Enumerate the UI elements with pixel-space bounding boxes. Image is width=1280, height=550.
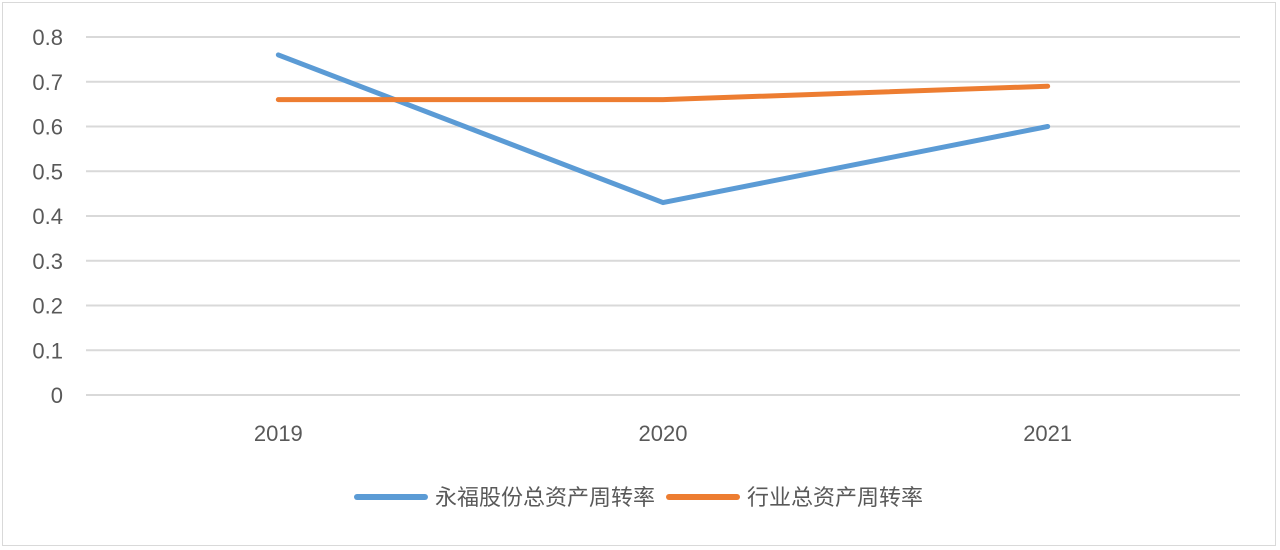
legend-label-1: 永福股份总资产周转率 [435,485,655,510]
series-lines [275,52,1051,206]
x-tick-label: 2021 [1023,421,1072,446]
series-line-2 [275,83,1051,103]
y-tick-label: 0.6 [32,115,63,140]
y-tick-label: 0.4 [32,204,63,229]
series-line-1 [275,52,1051,206]
y-tick-label: 0.7 [32,70,63,95]
x-tick-label: 2019 [254,421,303,446]
y-tick-label: 0.2 [32,294,63,319]
gridlines [86,36,1240,396]
y-tick-label: 0.3 [32,249,63,274]
x-axis-ticks: 2019 2020 2021 [254,421,1072,446]
y-tick-label: 0.8 [32,25,63,50]
y-axis-ticks: 0 0.1 0.2 0.3 0.4 0.5 0.6 0.7 0.8 [32,25,63,408]
x-tick-label: 2020 [639,421,688,446]
y-tick-label: 0.1 [32,338,63,363]
legend: 永福股份总资产周转率 行业总资产周转率 [353,485,923,510]
y-tick-label: 0.5 [32,159,63,184]
legend-label-2: 行业总资产周转率 [747,485,923,510]
y-tick-label: 0 [51,383,63,408]
